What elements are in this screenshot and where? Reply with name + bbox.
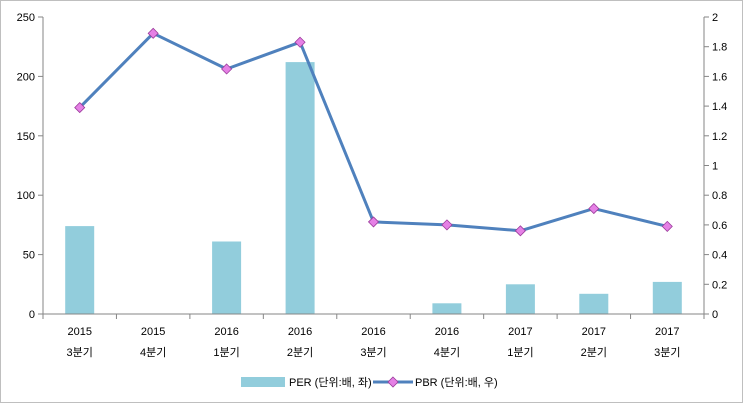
legend: PER (단위:배, 좌) PBR (단위:배, 우) — [241, 376, 498, 389]
pbr-point — [514, 225, 526, 237]
y-right-tick-label: 0.4 — [712, 250, 727, 262]
legend-pbr-marker — [387, 376, 399, 388]
y-left-tick-label: 50 — [23, 250, 35, 262]
pbr-point — [441, 219, 453, 231]
per-bar — [579, 293, 609, 314]
x-tick-label-year: 2015 — [67, 326, 91, 338]
x-tick-label-quarter: 1분기 — [213, 346, 239, 359]
pbr-point — [367, 216, 380, 228]
y-left-tick-label: 200 — [17, 71, 35, 83]
pbr-point — [294, 36, 306, 48]
x-tick-label-year: 2016 — [435, 326, 459, 338]
x-tick-label-quarter: 4분기 — [434, 346, 460, 359]
x-tick-label-quarter: 3분기 — [654, 346, 680, 359]
x-tick-label-year: 2016 — [214, 326, 238, 338]
x-tick-label-quarter: 3분기 — [67, 346, 93, 359]
x-tick-label-quarter: 3분기 — [360, 346, 386, 359]
pbr-point — [221, 63, 233, 75]
x-tick-label-quarter: 2분기 — [287, 346, 313, 359]
y-right-tick-label: 1.2 — [712, 131, 727, 143]
y-left-tick-label: 0 — [29, 309, 35, 321]
x-tick-label-quarter: 1분기 — [507, 346, 533, 359]
y-right-tick-label: 1.6 — [712, 71, 727, 83]
legend-per-label: PER (단위:배, 좌) — [289, 376, 372, 389]
x-tick-label-quarter: 2분기 — [581, 346, 607, 359]
legend-per-swatch — [241, 377, 285, 387]
pbr-line-series — [74, 27, 673, 237]
x-tick-label-year: 2017 — [655, 326, 679, 338]
y-left-tick-label: 150 — [17, 131, 35, 143]
pbr-point — [74, 102, 86, 114]
per-bars — [65, 62, 682, 314]
y-right-tick-label: 1.4 — [712, 101, 727, 113]
y-right-tick-label: 0 — [712, 309, 718, 321]
per-bar — [65, 226, 95, 314]
y-right-tick-label: 1 — [712, 161, 718, 173]
x-tick-label-year: 2016 — [288, 326, 312, 338]
y-left-tick-label: 100 — [17, 190, 35, 202]
per-bar — [652, 281, 682, 314]
tick-labels: 0 50 100 150 200 250 0 0.2 0.4 0.6 0.8 1 1.2 1.4 1.6 1.… — [17, 12, 728, 359]
pbr-point — [661, 220, 673, 232]
y-right-tick-label: 0.6 — [712, 220, 727, 232]
pbr-point — [147, 27, 159, 39]
y-left-tick-label: 250 — [17, 12, 35, 24]
y-right-tick-label: 0.2 — [712, 279, 727, 291]
per-bar — [285, 62, 315, 314]
per-bar — [432, 303, 462, 314]
x-tick-label-quarter: 4분기 — [140, 346, 166, 359]
y-right-tick-label: 0.8 — [712, 190, 727, 202]
pbr-point — [588, 202, 600, 215]
per-bar — [212, 241, 242, 314]
pbr-line — [78, 31, 668, 233]
x-tick-label-year: 2017 — [582, 326, 606, 338]
y-right-tick-label: 2 — [712, 12, 718, 24]
x-tick-label-year: 2016 — [361, 326, 385, 338]
x-tick-label-year: 2017 — [508, 326, 532, 338]
y-right-tick-label: 1.8 — [712, 42, 727, 54]
x-tick-label-year: 2015 — [141, 326, 165, 338]
legend-pbr-label: PBR (단위:배, 우) — [415, 376, 498, 389]
per-bar — [505, 284, 535, 314]
axes — [38, 16, 709, 319]
